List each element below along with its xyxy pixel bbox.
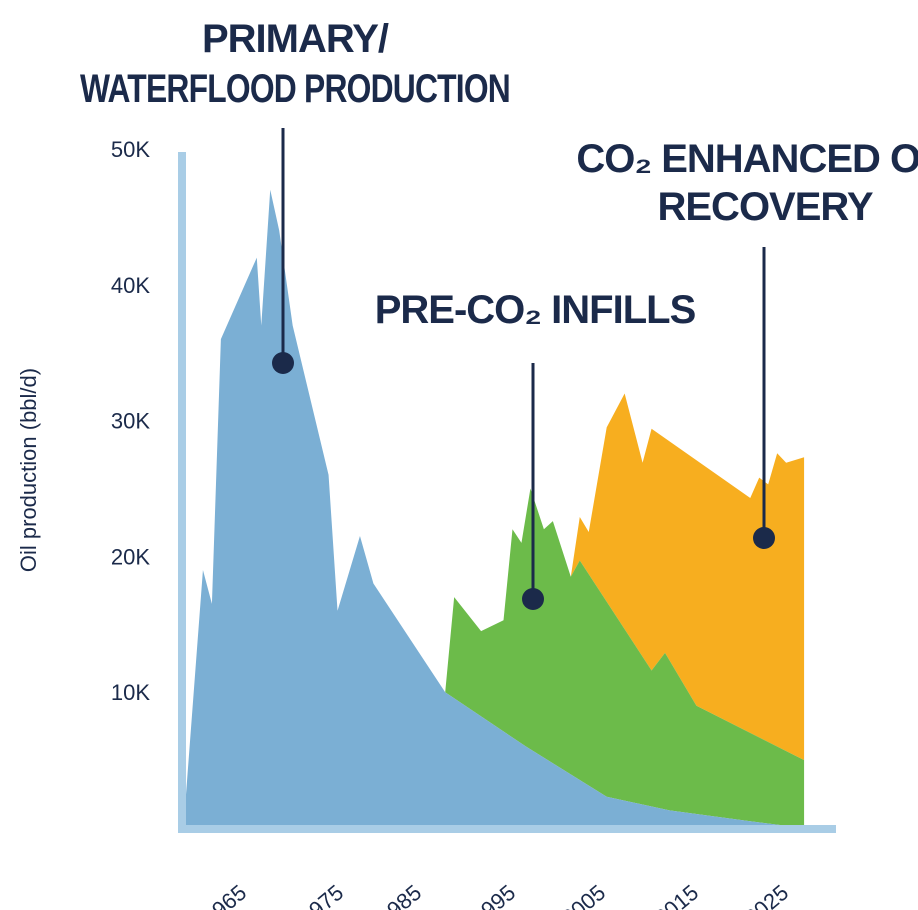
area-co2-enhanced-oil-recovery bbox=[570, 393, 805, 761]
x-tick-label: 2015 bbox=[650, 880, 704, 910]
annotation-label: WATERFLOOD PRODUCTION bbox=[80, 67, 510, 111]
x-tick-label: 1995 bbox=[467, 880, 521, 910]
x-tick-label: 2025 bbox=[740, 880, 794, 910]
annotation-label: PRE-CO₂ INFILLS bbox=[375, 288, 696, 332]
y-tick-label: 30K bbox=[111, 409, 150, 434]
annotation-dot bbox=[753, 527, 775, 549]
y-axis-label: Oil production (bbl/d) bbox=[16, 368, 41, 572]
x-tick-label: 1965 bbox=[198, 880, 252, 910]
y-tick-labels: 10K 20K 30K 40K 50K bbox=[111, 137, 150, 705]
x-tick-label: 1985 bbox=[373, 880, 427, 910]
area-series-group bbox=[185, 189, 805, 829]
y-tick-label: 40K bbox=[111, 273, 150, 298]
annotation-label: RECOVERY bbox=[657, 185, 873, 229]
x-tick-label: 1975 bbox=[295, 880, 349, 910]
annotation-dot bbox=[522, 588, 544, 610]
annotation-dot bbox=[272, 352, 294, 374]
annotation-callout: PRIMARY/WATERFLOOD PRODUCTION bbox=[80, 17, 511, 374]
axes-group bbox=[178, 152, 836, 833]
annotation-label: CO₂ ENHANCED OIL bbox=[576, 137, 918, 181]
area-pre-co2-infills bbox=[445, 488, 805, 828]
x-tick-labels: 1965 1975 1985 1995 2005 2015 2025 bbox=[198, 880, 794, 910]
y-tick-label: 20K bbox=[111, 544, 150, 569]
y-tick-label: 50K bbox=[111, 137, 150, 162]
area-primary-waterflood bbox=[185, 189, 805, 829]
annotation-callout: PRE-CO₂ INFILLS bbox=[375, 288, 697, 610]
annotation-label: PRIMARY/ bbox=[202, 17, 389, 61]
y-tick-label: 10K bbox=[111, 680, 150, 705]
x-tick-label: 2005 bbox=[557, 880, 611, 910]
